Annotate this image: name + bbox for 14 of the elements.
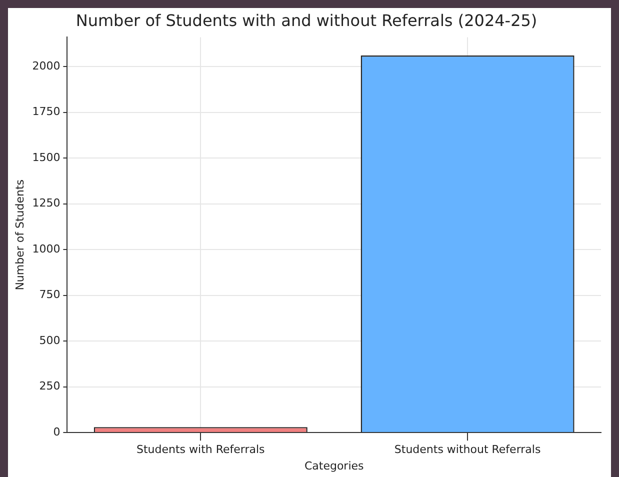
y-tick-label: 0 <box>53 425 60 438</box>
y-tick-label: 2000 <box>32 59 60 72</box>
y-tick-label: 1500 <box>32 150 60 164</box>
x-tick-label: Students with Referrals <box>136 443 266 456</box>
x-tick-label: Students without Referrals <box>394 443 541 456</box>
chart-title: Number of Students with and without Referrals (2024-25) <box>76 10 538 30</box>
y-axis-title: Number of Students <box>13 179 26 290</box>
y-tick-label: 250 <box>39 380 60 393</box>
y-tick-label: 500 <box>39 334 60 347</box>
y-tick-label: 1000 <box>32 242 60 256</box>
y-tick-label: 1750 <box>32 105 60 118</box>
y-tick-label: 750 <box>39 288 60 302</box>
x-axis-title: Categories <box>304 459 364 472</box>
y-tick-label: 1250 <box>32 196 60 210</box>
